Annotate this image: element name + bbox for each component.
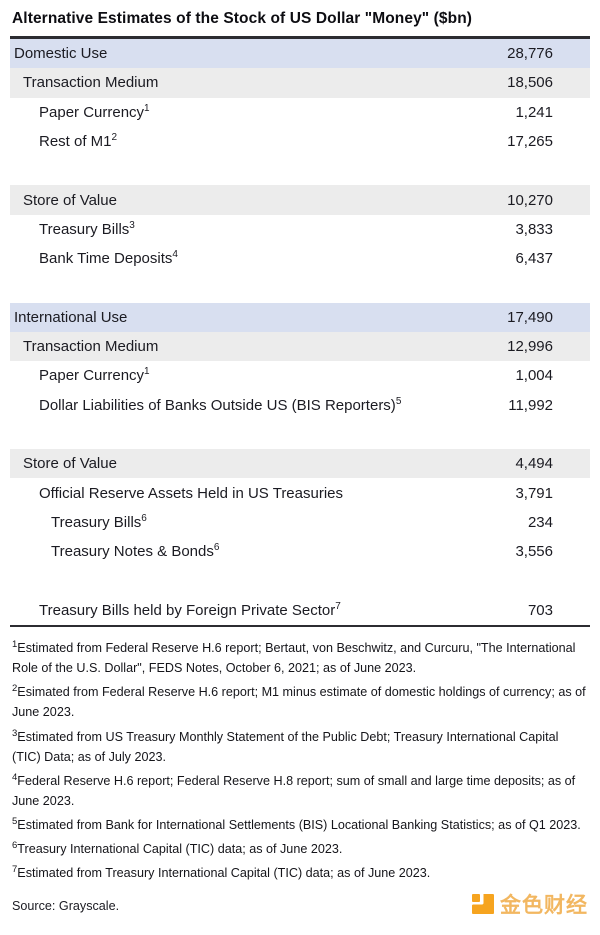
table-row — [10, 420, 590, 449]
table-row — [10, 156, 590, 185]
footnote-ref: 4 — [172, 249, 178, 261]
table-row: Store of Value 10,270 — [10, 185, 590, 215]
table-row: Official Reserve Assets Held in US Treas… — [10, 478, 590, 507]
table-row: Store of Value 4,494 — [10, 449, 590, 479]
footnote-text: Estimated from Federal Reserve H.6 repor… — [12, 640, 576, 676]
footnote-number: 4 — [12, 771, 18, 783]
footnote-text: Esimated from Federal Reserve H.6 report… — [12, 685, 586, 720]
jinse-logo-icon — [472, 894, 494, 915]
row-value: 11,992 — [508, 396, 553, 414]
footnotes-block: 1Estimated from Federal Reserve H.6 repo… — [10, 627, 590, 884]
footnote-ref: 6 — [141, 512, 147, 524]
title-divider — [10, 36, 590, 39]
row-label: Bank Time Deposits4 — [39, 249, 178, 268]
table-row: International Use 17,490 — [10, 302, 590, 332]
footnote-ref: 1 — [144, 102, 150, 114]
footnote-number: 3 — [12, 727, 18, 739]
row-value: 18,506 — [507, 74, 553, 92]
footnote: 2Esimated from Federal Reserve H.6 repor… — [12, 682, 588, 722]
footnote: 6Treasury International Capital (TIC) da… — [12, 839, 588, 859]
footnote-number: 2 — [12, 683, 18, 695]
table-row: Transaction Medium 12,996 — [10, 331, 590, 362]
table-row: Treasury Notes & Bonds6 3,556 — [10, 537, 590, 566]
table-row: Transaction Medium 18,506 — [10, 68, 590, 98]
footnote-ref: 1 — [144, 366, 150, 378]
footnote: 1Estimated from Federal Reserve H.6 repo… — [12, 638, 588, 678]
footnote-text: Estimated from Bank for International Se… — [17, 818, 581, 833]
footnote: 3Estimated from US Treasury Monthly Stat… — [12, 727, 588, 767]
footnote-number: 1 — [12, 638, 18, 650]
table-row: Domestic Use 28,776 — [10, 39, 590, 69]
row-label: Domestic Use — [14, 45, 108, 63]
table-row: Treasury Bills3 3,833 — [10, 215, 590, 244]
row-label: Treasury Bills held by Foreign Private S… — [39, 600, 341, 619]
row-value: 234 — [527, 513, 553, 531]
footnote-ref: 6 — [213, 542, 220, 554]
row-label: Transaction Medium — [23, 338, 159, 356]
footnote-ref: 3 — [129, 219, 135, 231]
row-label: Treasury Bills6 — [51, 512, 147, 531]
footnote-number: 6 — [12, 840, 18, 852]
jinse-logo-text: 金色财经 — [500, 894, 588, 918]
row-value: 17,265 — [507, 133, 553, 151]
footnote-text: Estimated from US Treasury Monthly State… — [12, 729, 559, 764]
money-estimates-table: Domestic Use 28,776 Transaction Medium 1… — [10, 39, 590, 625]
row-value: 3,556 — [515, 543, 553, 561]
footnote-number: 7 — [12, 864, 18, 876]
row-label: Store of Value — [23, 191, 117, 209]
table-row: Treasury Bills6 234 — [10, 508, 590, 537]
table-bottom-divider — [10, 624, 590, 627]
row-value: 1,004 — [515, 367, 553, 385]
table-row: Bank Time Deposits4 6,437 — [10, 244, 590, 273]
row-label: Store of Value — [23, 455, 117, 473]
row-value: 4,494 — [515, 455, 553, 473]
footnote-number: 5 — [12, 815, 18, 827]
table-row: Dollar Liabilities of Banks Outside US (… — [10, 391, 590, 420]
row-label: Treasury Bills3 — [39, 219, 135, 238]
footnote-ref: 7 — [335, 600, 341, 612]
footnote-text: Estimated from Treasury International Ca… — [17, 866, 431, 881]
source-row: Source: Grayscale. 金色财经 — [10, 887, 590, 921]
row-value: 703 — [527, 601, 553, 619]
footnote-ref: 5 — [395, 395, 402, 407]
footnote-text: Treasury International Capital (TIC) dat… — [17, 842, 343, 857]
footnote: 4Federal Reserve H.6 report; Federal Res… — [12, 771, 588, 811]
footnote: 7Estimated from Treasury International C… — [12, 863, 588, 883]
table-row: Paper Currency1 1,004 — [10, 361, 590, 390]
table-row — [10, 273, 590, 302]
row-label: Rest of M12 — [39, 132, 118, 151]
table-row — [10, 566, 590, 595]
row-value: 28,776 — [507, 45, 553, 63]
footnote-text: Federal Reserve H.6 report; Federal Rese… — [12, 773, 576, 808]
footnote-ref: 2 — [111, 132, 118, 144]
row-value: 10,270 — [507, 191, 553, 209]
row-value: 6,437 — [515, 250, 553, 268]
table-row: Treasury Bills held by Foreign Private S… — [10, 596, 590, 625]
row-label: Paper Currency1 — [39, 102, 150, 121]
row-label: Paper Currency1 — [39, 366, 150, 385]
footnote: 5Estimated from Bank for International S… — [12, 815, 588, 835]
row-label: Official Reserve Assets Held in US Treas… — [39, 484, 344, 502]
source-credit: Source: Grayscale. — [12, 899, 120, 914]
row-value: 17,490 — [507, 308, 553, 326]
row-value: 12,996 — [507, 338, 553, 356]
table-title: Alternative Estimates of the Stock of US… — [12, 10, 473, 27]
row-label: International Use — [14, 308, 128, 326]
jinse-finance-logo: 金色财经 — [471, 889, 588, 921]
row-label: Dollar Liabilities of Banks Outside US (… — [39, 395, 402, 414]
row-label: Treasury Notes & Bonds6 — [51, 542, 220, 561]
row-value: 3,833 — [515, 220, 553, 238]
table-row: Rest of M12 17,265 — [10, 127, 590, 156]
table-row: Paper Currency1 1,241 — [10, 98, 590, 127]
row-value: 3,791 — [515, 484, 553, 502]
row-label: Transaction Medium — [23, 74, 159, 92]
row-value: 1,241 — [515, 103, 553, 121]
